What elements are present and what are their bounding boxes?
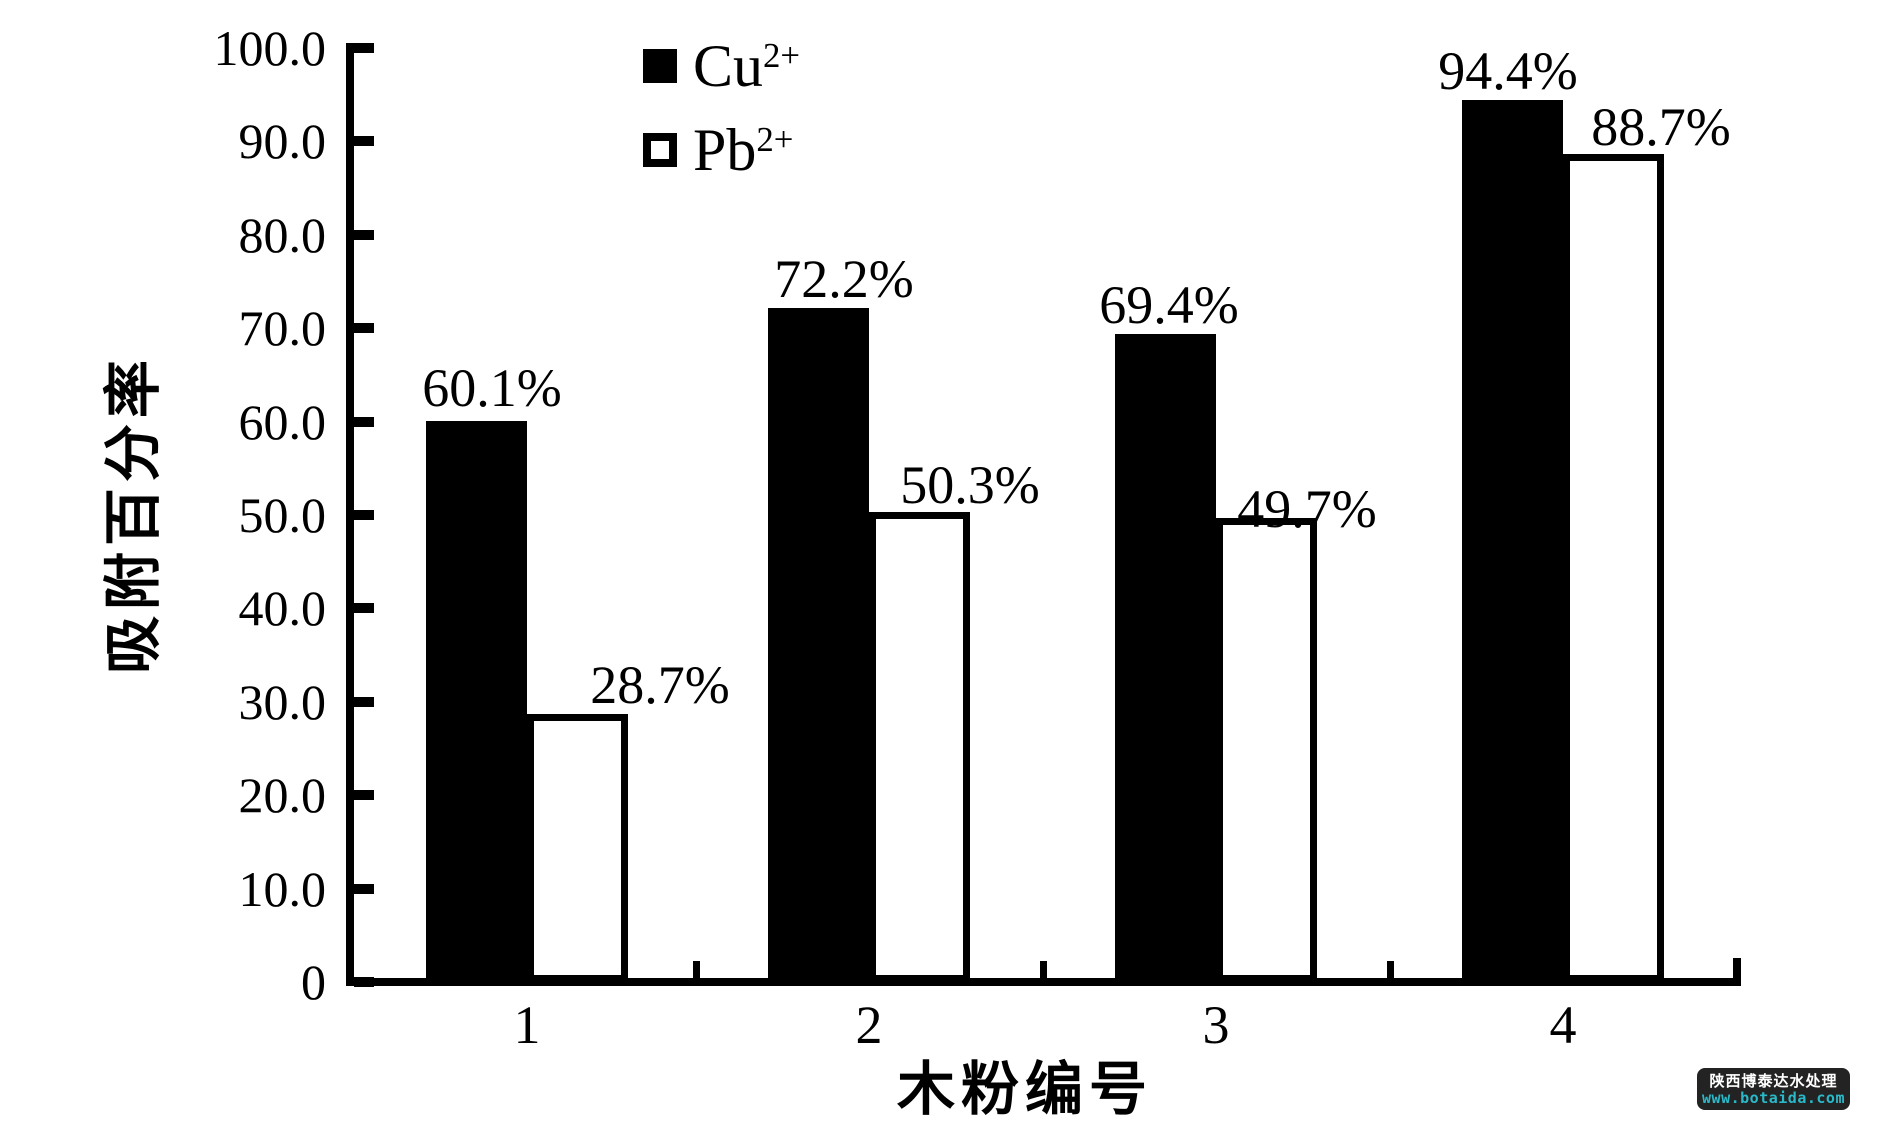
legend-swatch-cu-icon bbox=[643, 49, 677, 83]
y-axis-tick-label: 90.0 bbox=[238, 113, 327, 169]
bar-cu-cat1 bbox=[426, 421, 527, 982]
x-axis-tick bbox=[1387, 961, 1394, 979]
y-axis-tick-label: 100.0 bbox=[213, 20, 327, 76]
legend-label-cu: Cu2+ bbox=[693, 33, 801, 99]
x-category-label: 3 bbox=[1202, 995, 1230, 1055]
y-axis-tick bbox=[354, 510, 374, 520]
legend-label-pb: Pb2+ bbox=[693, 117, 794, 183]
y-axis-line bbox=[346, 43, 354, 986]
x-category-label: 1 bbox=[513, 995, 541, 1055]
data-label-cu-cat2: 72.2% bbox=[774, 249, 914, 309]
x-axis-line bbox=[346, 978, 1741, 986]
data-label-cu-cat4: 94.4% bbox=[1438, 41, 1578, 101]
data-label-cu-cat3: 69.4% bbox=[1099, 275, 1239, 335]
y-axis-tick bbox=[354, 884, 374, 894]
data-label-pb-cat4: 88.7% bbox=[1591, 97, 1731, 157]
y-axis-tick bbox=[354, 323, 374, 333]
y-axis-tick-label: 80.0 bbox=[238, 207, 327, 263]
data-label-pb-cat2: 50.3% bbox=[900, 455, 1040, 515]
watermark-badge: 陕西博泰达水处理 www.botaida.com bbox=[1697, 1068, 1850, 1110]
data-label-cu-cat1: 60.1% bbox=[422, 358, 562, 418]
y-axis-tick-label: 0 bbox=[301, 954, 326, 1010]
y-axis-tick bbox=[354, 43, 374, 53]
data-label-pb-cat1: 28.7% bbox=[590, 655, 730, 715]
y-axis-tick-label: 20.0 bbox=[238, 767, 327, 823]
bar-pb-cat2 bbox=[869, 512, 970, 982]
bar-pb-cat4 bbox=[1563, 154, 1664, 982]
legend-item-pb: Pb2+ bbox=[643, 120, 793, 180]
x-category-label: 4 bbox=[1549, 995, 1577, 1055]
x-axis-tick bbox=[1040, 961, 1047, 979]
data-label-pb-cat3: 49.7% bbox=[1237, 479, 1377, 539]
x-axis-end-tick bbox=[1733, 958, 1741, 982]
bar-cu-cat2 bbox=[768, 308, 869, 982]
bar-pb-cat3 bbox=[1216, 518, 1317, 982]
y-axis-tick bbox=[354, 697, 374, 707]
legend-item-cu: Cu2+ bbox=[643, 36, 800, 96]
x-category-label: 2 bbox=[855, 995, 883, 1055]
y-axis-tick bbox=[354, 977, 374, 987]
y-axis-tick bbox=[354, 603, 374, 613]
x-axis-title: 木粉编号 bbox=[896, 1057, 1154, 1122]
x-axis-tick bbox=[693, 961, 700, 979]
y-axis-tick bbox=[354, 136, 374, 146]
bar-pb-cat1 bbox=[527, 714, 628, 982]
y-axis-tick-label: 60.0 bbox=[238, 394, 327, 450]
y-axis-tick-label: 30.0 bbox=[238, 674, 327, 730]
legend-swatch-pb-icon bbox=[643, 133, 677, 167]
y-axis-tick-label: 70.0 bbox=[238, 300, 327, 356]
y-axis-tick bbox=[354, 790, 374, 800]
watermark-company-text: 陕西博泰达水处理 bbox=[1709, 1071, 1838, 1090]
y-axis-tick-label: 40.0 bbox=[238, 580, 327, 636]
y-axis-tick bbox=[354, 417, 374, 427]
bar-cu-cat3 bbox=[1115, 334, 1216, 982]
y-axis-tick-label: 50.0 bbox=[238, 487, 327, 543]
watermark-url-text: www.botaida.com bbox=[1702, 1088, 1845, 1107]
y-axis-tick-label: 10.0 bbox=[238, 861, 327, 917]
bar-cu-cat4 bbox=[1462, 100, 1563, 982]
y-axis-tick bbox=[354, 230, 374, 240]
